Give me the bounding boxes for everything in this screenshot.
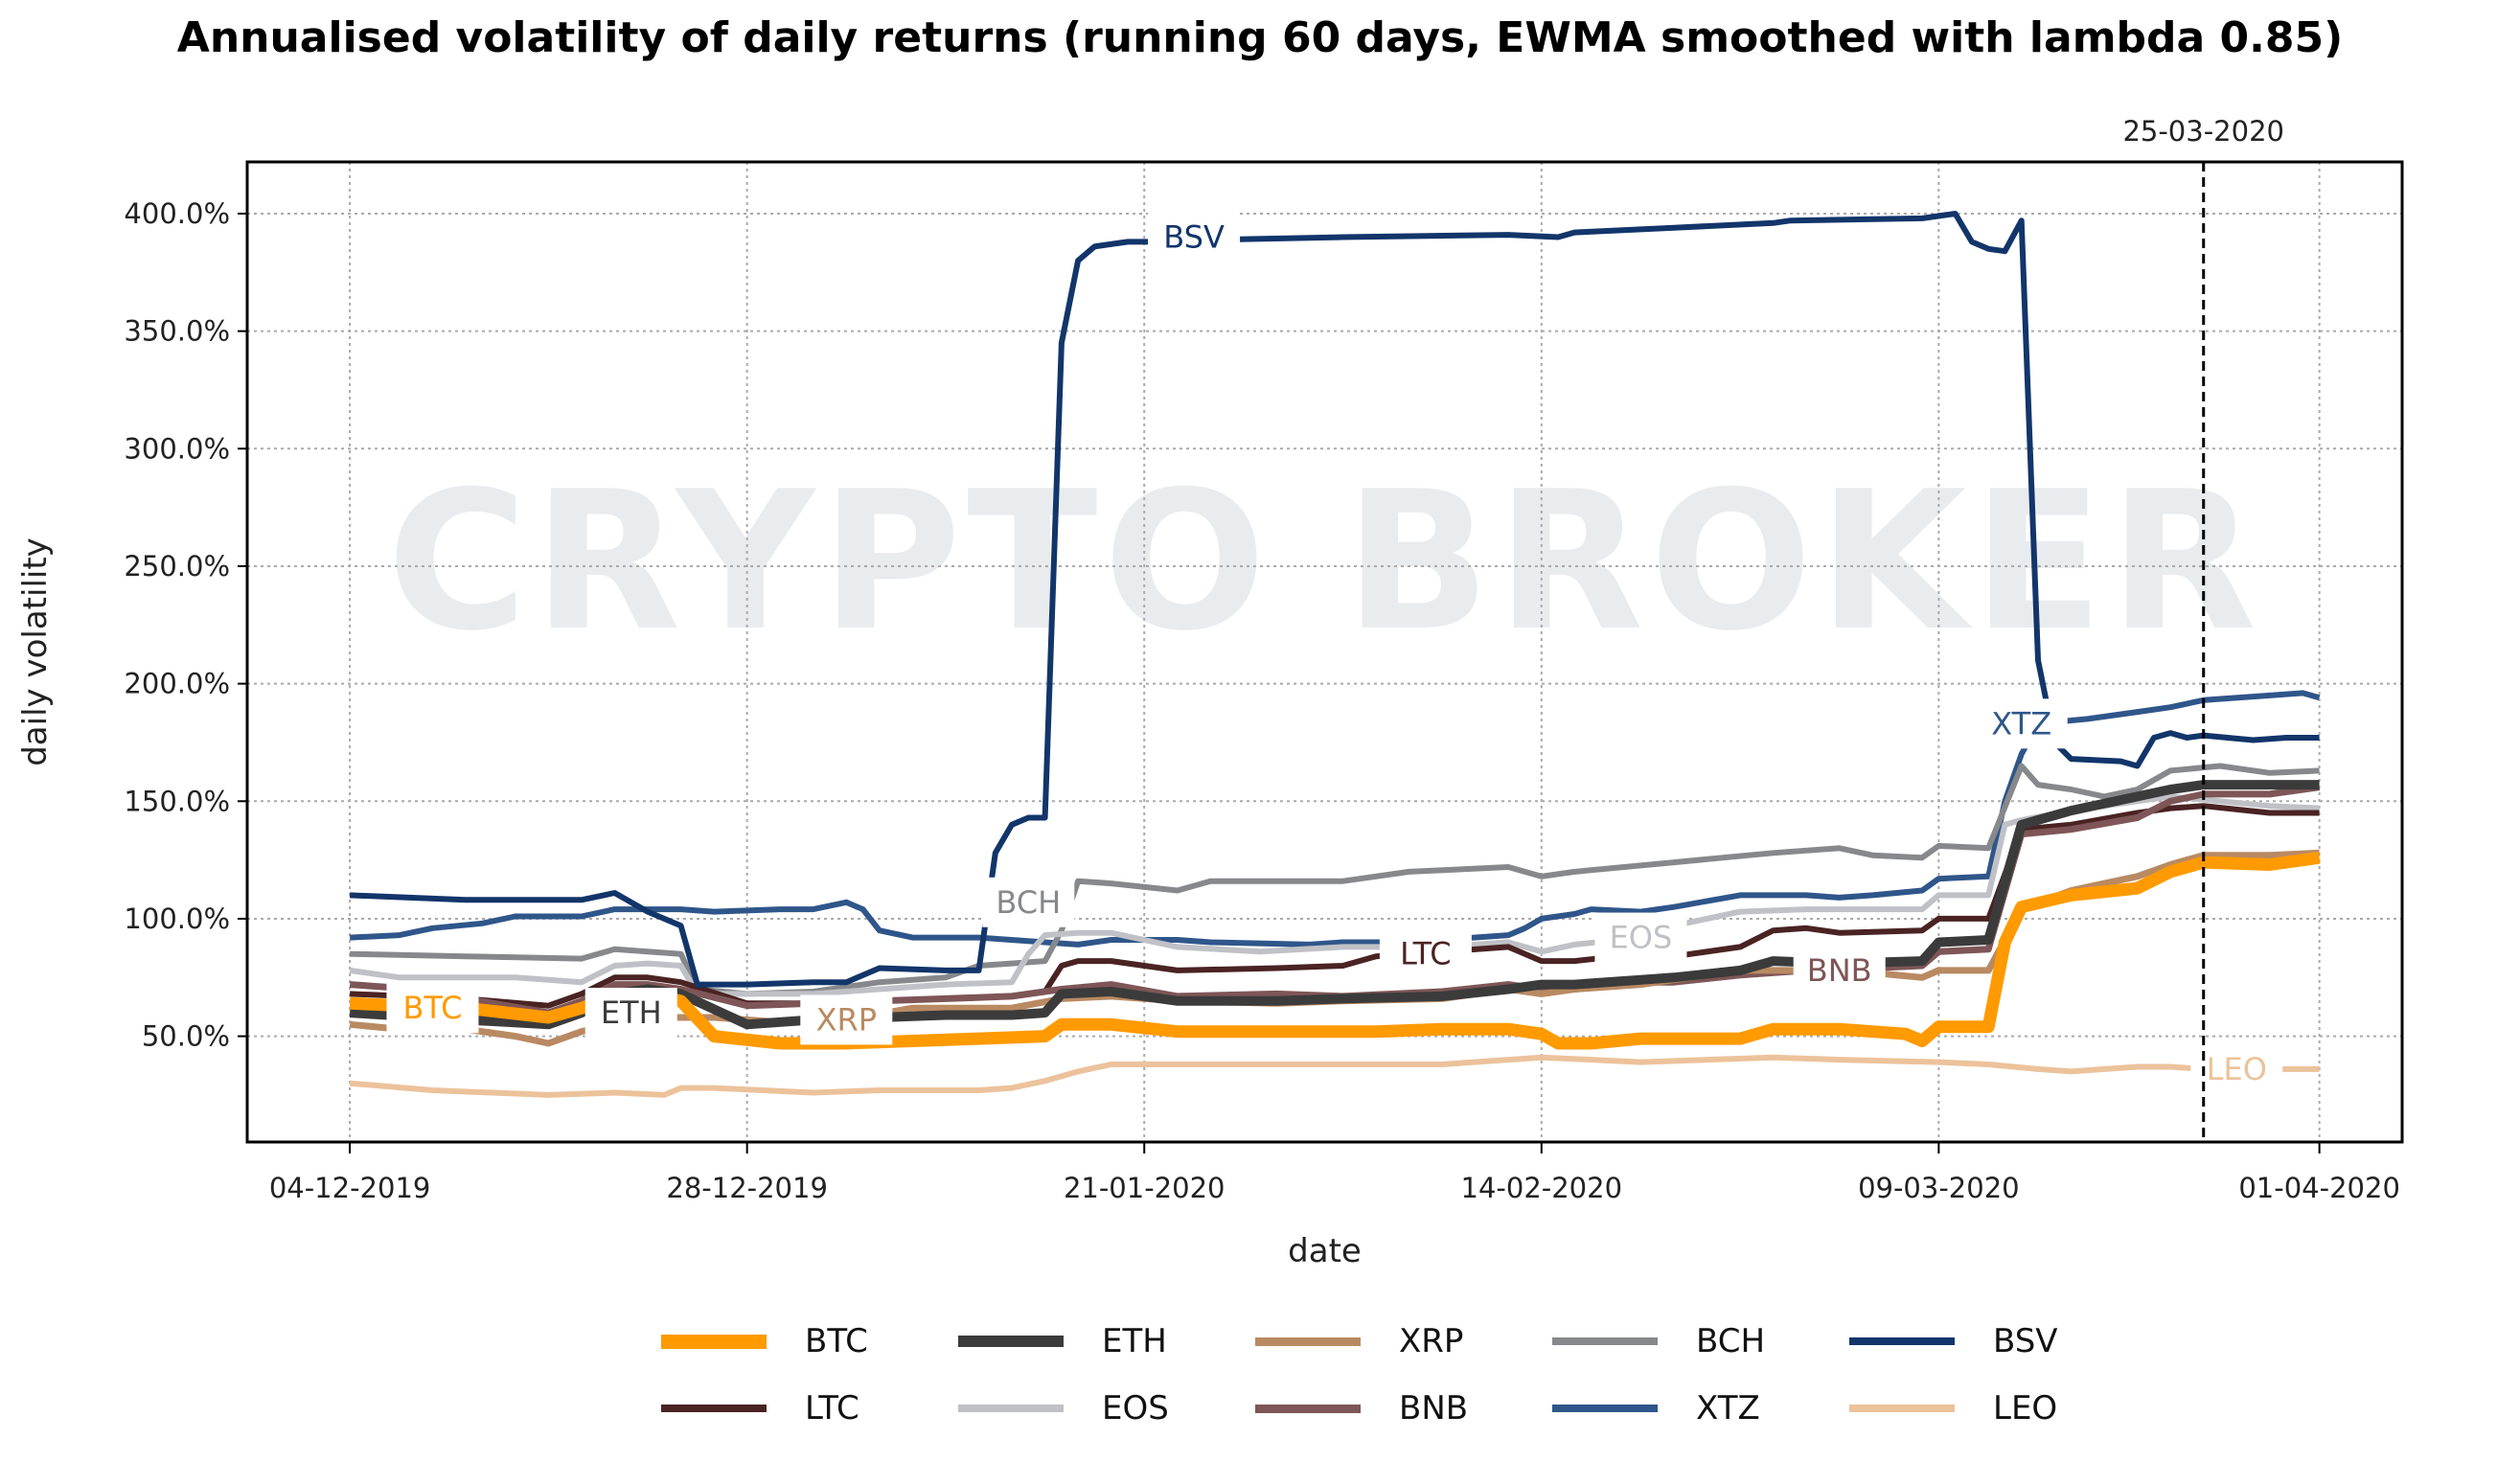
x-tick-label: 28-12-2019 — [666, 1172, 828, 1204]
series-line-eth — [349, 780, 2320, 1030]
legend-swatch — [1849, 1405, 1955, 1412]
legend-item-bnb: BNB — [1255, 1384, 1552, 1432]
series-line-bsv — [349, 211, 2320, 988]
series-label-bg — [2190, 1043, 2283, 1094]
legend-swatch — [1849, 1337, 1955, 1345]
legend-item-ltc: LTC — [661, 1384, 958, 1432]
legend-item-bch: BCH — [1552, 1317, 1849, 1365]
series-label-bg — [1793, 945, 1886, 995]
series-label-ltc: LTC — [1400, 936, 1451, 972]
legend-label: BNB — [1399, 1389, 1469, 1428]
legend-item-xtz: XTZ — [1552, 1384, 1849, 1432]
legend-swatch — [958, 1405, 1064, 1412]
y-tick-label: 200.0% — [124, 668, 230, 700]
legend-item-bsv: BSV — [1849, 1317, 2146, 1365]
legend-swatch — [1552, 1337, 1658, 1345]
series-label-bg — [1379, 928, 1472, 979]
x-tick-label: 01-04-2020 — [2238, 1172, 2400, 1204]
legend-label: ETH — [1102, 1322, 1167, 1360]
legend-label: LEO — [1993, 1389, 2058, 1428]
series-label-bnb: BNB — [1807, 952, 1872, 989]
x-tick-label: 09-03-2020 — [1858, 1172, 2020, 1204]
series-label-leo: LEO — [2207, 1051, 2267, 1087]
x-tick-label: 04-12-2019 — [269, 1172, 431, 1204]
x-tick-label: 14-02-2020 — [1461, 1172, 1623, 1204]
watermark: CRYPTO BROKER — [387, 450, 2262, 674]
legend-item-leo: LEO — [1849, 1384, 2146, 1432]
y-tick-label: 250.0% — [124, 550, 230, 583]
legend-item-eos: EOS — [958, 1384, 1255, 1432]
y-tick-label: 350.0% — [124, 315, 230, 348]
x-tick-label: 21-01-2020 — [1064, 1172, 1226, 1204]
series-line-bch — [350, 763, 2320, 997]
legend-swatch — [661, 1405, 767, 1412]
series-label-bg — [982, 877, 1075, 927]
legend-label: XRP — [1399, 1322, 1464, 1360]
series-label-bsv: BSV — [1163, 219, 1225, 256]
series-line-btc — [349, 851, 2321, 1050]
chart-title: Annualised volatility of daily returns (… — [176, 13, 2344, 62]
legend-swatch — [1552, 1405, 1658, 1412]
series-label-eth: ETH — [601, 994, 662, 1031]
y-axis-label: daily volatility — [16, 537, 55, 766]
series-label-xtz: XTZ — [1991, 705, 2051, 742]
legend-item-btc: BTC — [661, 1317, 958, 1365]
series-label-xrp: XRP — [816, 1001, 877, 1038]
series-label-eos: EOS — [1610, 920, 1673, 956]
x-axis-label: date — [1288, 1232, 1362, 1270]
legend-label: BSV — [1993, 1322, 2058, 1360]
legend-item-eth: ETH — [958, 1317, 1255, 1365]
series-label-bg — [800, 994, 893, 1045]
y-tick-label: 50.0% — [142, 1020, 230, 1053]
plot-frame — [245, 160, 2404, 1144]
legend-label: LTC — [805, 1389, 859, 1428]
legend: BTC ETH XRP BCH BSV LTC EOS BNB XTZ LEO — [661, 1317, 2146, 1432]
series-label-bch: BCH — [996, 884, 1061, 921]
series-line-leo — [349, 1054, 2320, 1098]
legend-label: EOS — [1102, 1389, 1169, 1428]
y-tick-label: 400.0% — [124, 197, 230, 230]
y-tick-label: 300.0% — [124, 432, 230, 465]
series-label-bg — [1594, 912, 1687, 963]
series-label-bg — [386, 983, 479, 1034]
legend-label: BCH — [1696, 1322, 1766, 1360]
series-label-bg — [1148, 212, 1241, 263]
legend-item-xrp: XRP — [1255, 1317, 1552, 1365]
legend-swatch — [661, 1334, 767, 1349]
legend-swatch — [1255, 1404, 1361, 1413]
y-tick-label: 100.0% — [124, 902, 230, 935]
series-label-bg — [584, 988, 677, 1039]
series-label-btc: BTC — [402, 990, 462, 1026]
legend-label: BTC — [805, 1322, 868, 1360]
y-tick-label: 150.0% — [124, 785, 230, 817]
legend-label: XTZ — [1696, 1389, 1760, 1428]
series-label-bg — [1975, 698, 2068, 749]
annotation-label: 25-03-2020 — [2122, 115, 2284, 148]
legend-swatch — [958, 1336, 1064, 1347]
legend-swatch — [1255, 1336, 1361, 1346]
